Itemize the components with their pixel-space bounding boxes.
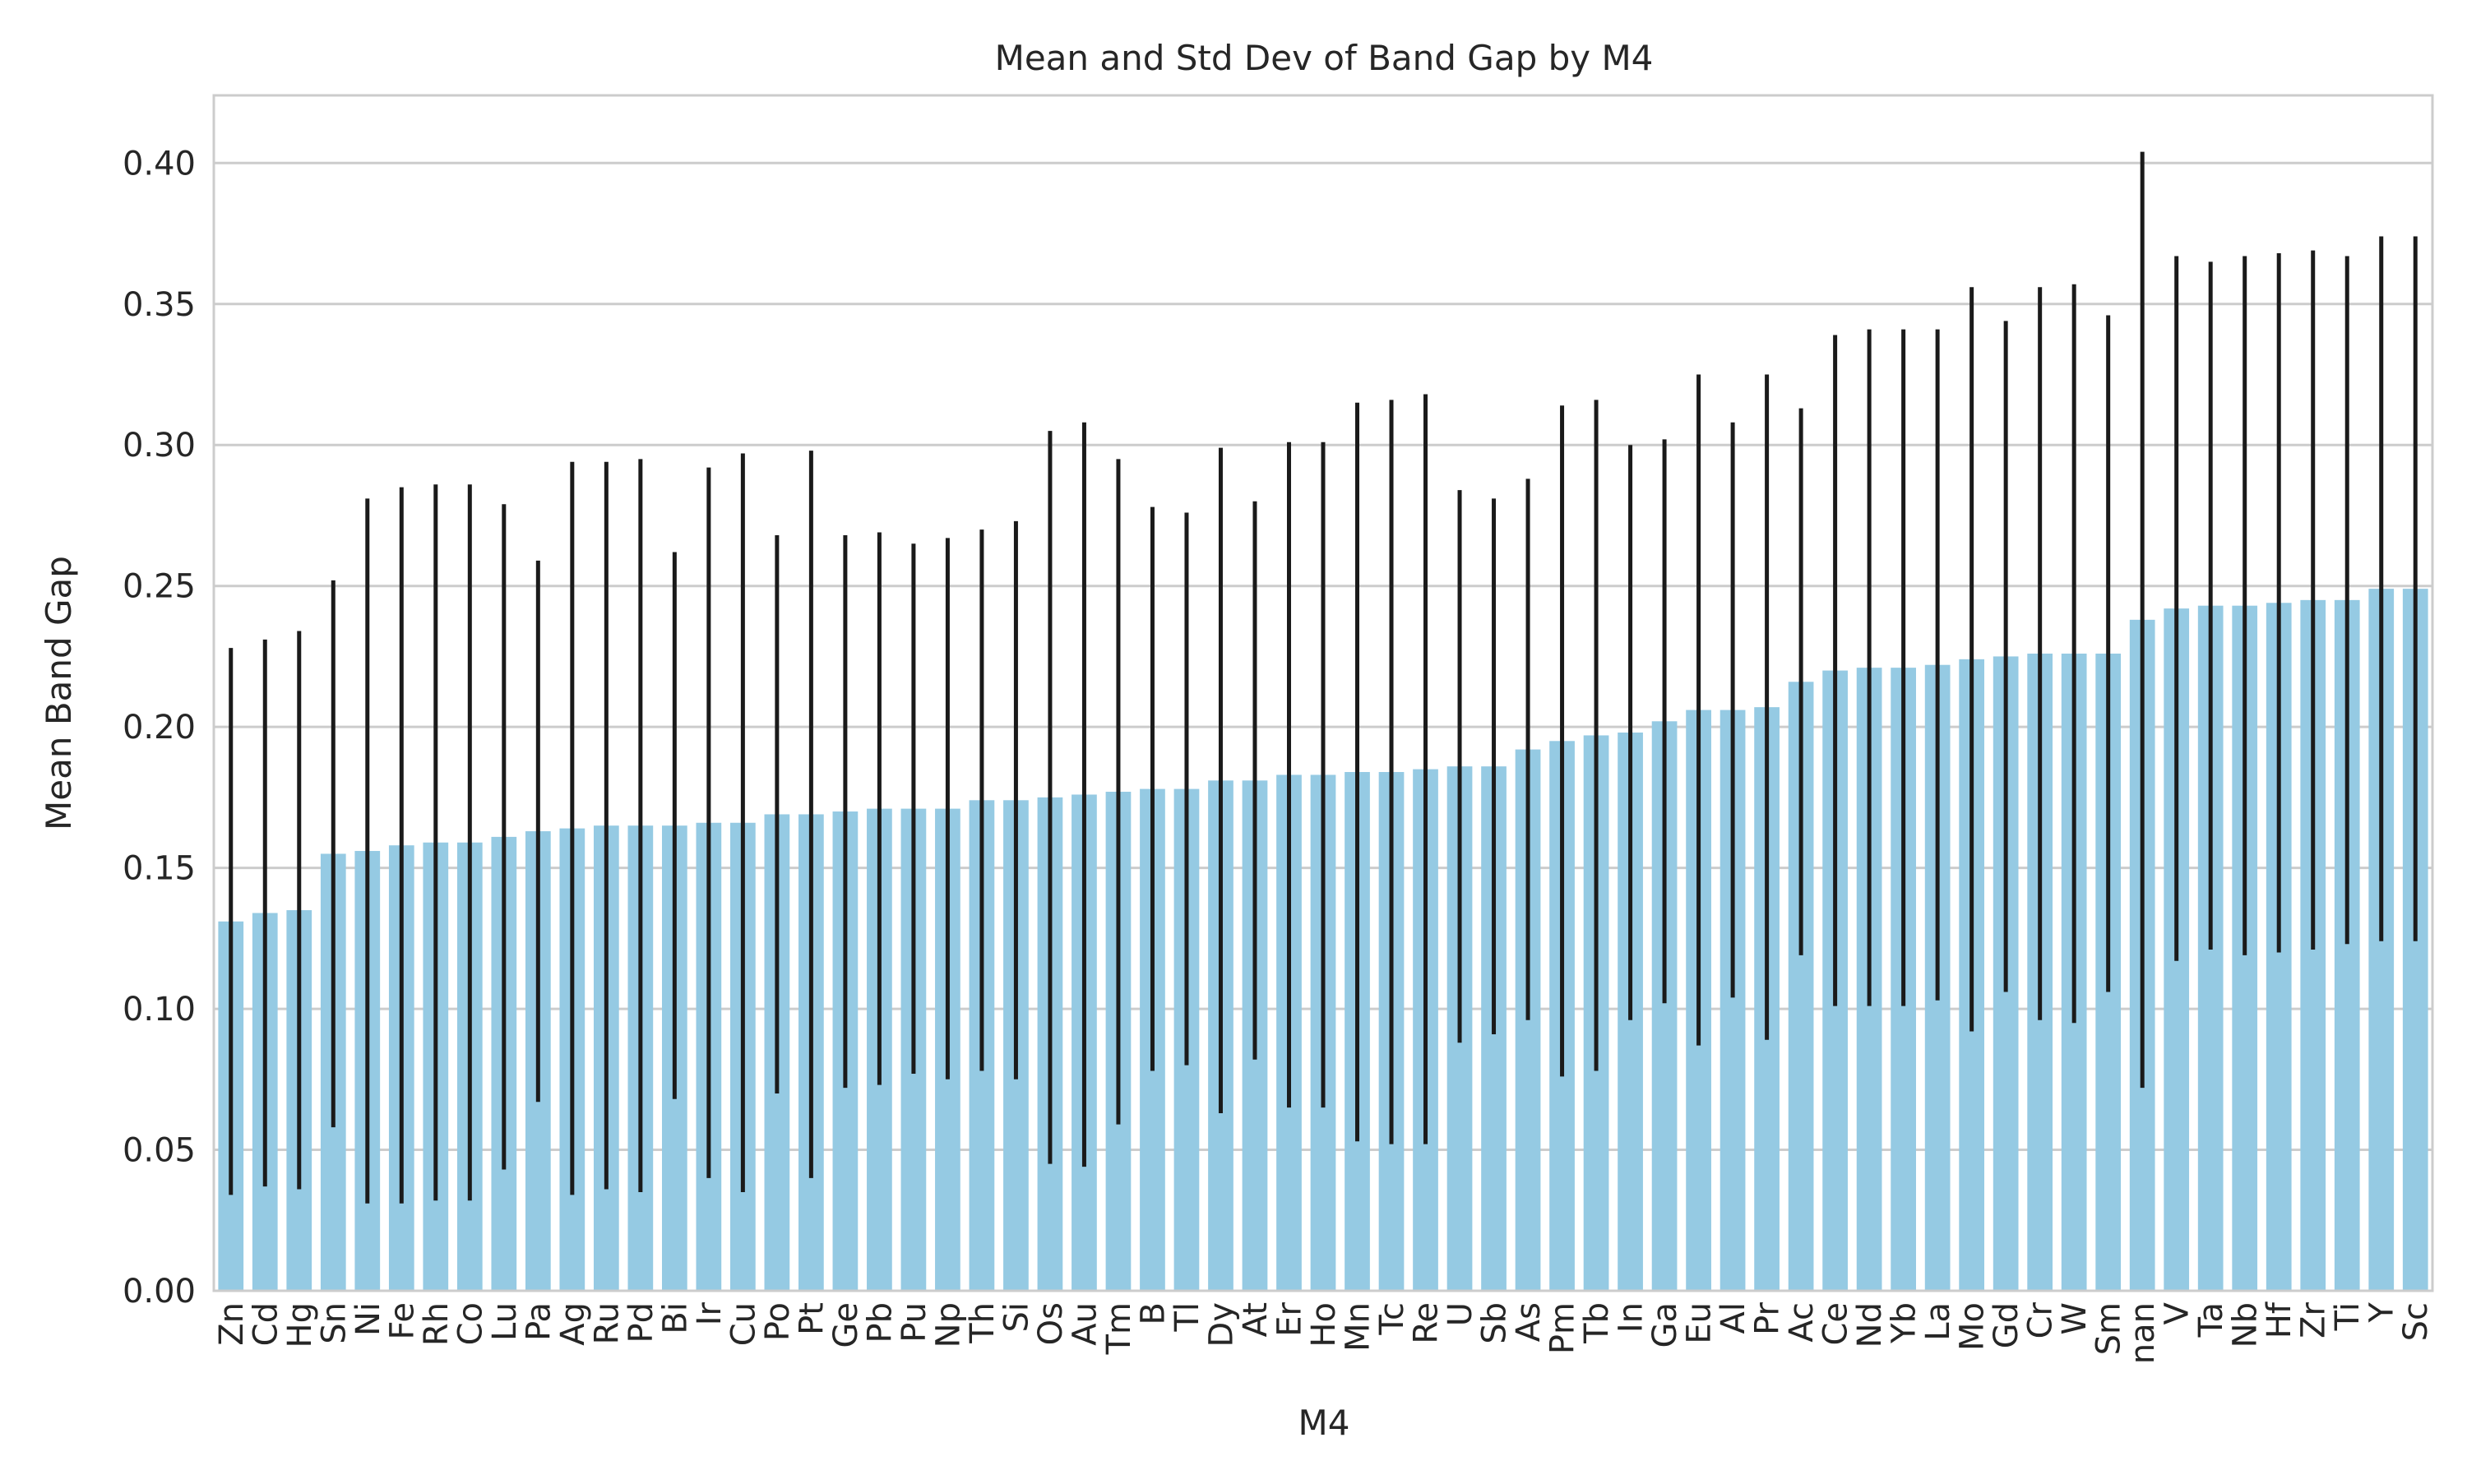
x-tick-label: Po [759,1302,797,1341]
x-tick-label: Ni [349,1302,387,1336]
x-tick-label: Al [1715,1302,1752,1334]
x-tick-label: Pd [623,1302,660,1343]
x-tick-label: Os [1032,1302,1070,1345]
x-tick-label: Cd [247,1302,285,1346]
x-tick-label: Sm [2090,1302,2128,1355]
x-tick-label: V [2159,1301,2196,1325]
x-tick-label: Pt [793,1302,831,1335]
x-tick-label: Tl [1169,1302,1206,1333]
x-tick-labels: ZnCdHgSnNiFeRhCoLuPaAgRuPdBiIrCuPoPtGePb… [213,1301,2435,1364]
x-tick-label: U [1442,1302,1479,1326]
x-tick-label: Re [1408,1302,1446,1344]
chart-title: Mean and Std Dev of Band Gap by M4 [995,38,1654,78]
x-tick-label: Ge [827,1302,865,1348]
x-tick-label: Fe [383,1302,421,1339]
x-tick-label: Hg [281,1302,319,1348]
x-tick-label: Rh [418,1302,456,1346]
x-tick-label: Ac [1783,1302,1821,1343]
x-tick-label: Ga [1646,1302,1684,1348]
error-bars [229,151,2418,1204]
y-tick-label: 0.25 [123,568,196,606]
x-tick-label: Ho [1305,1302,1343,1348]
x-tick-label: Nd [1851,1302,1889,1348]
x-tick-label: Co [451,1302,489,1345]
x-tick-label: Th [964,1302,1002,1344]
x-tick-label: Pr [1749,1301,1787,1334]
x-tick-label: Dy [1202,1302,1240,1347]
y-tick-labels: 0.00 0.05 0.10 0.15 0.20 0.25 0.30 0.35 0.40 [123,145,196,1311]
x-tick-label: Au [1066,1302,1104,1346]
x-tick-label: Pm [1544,1302,1582,1354]
y-tick-label: 0.35 [123,286,196,324]
y-tick-label: 0.05 [123,1132,196,1170]
x-tick-label: As [1510,1302,1548,1342]
x-tick-label: Hf [2261,1301,2298,1338]
y-axis-label: Mean Band Gap [39,556,79,830]
x-tick-label: Pa [520,1302,558,1341]
x-tick-label: Eu [1681,1302,1719,1344]
y-tick-label: 0.15 [123,850,196,888]
x-tick-label: Tm [1100,1302,1138,1355]
y-tick-label: 0.40 [123,145,196,183]
x-axis-label: M4 [1298,1403,1350,1443]
x-tick-label: Ta [2192,1302,2230,1338]
x-tick-label: Sn [315,1302,353,1344]
y-tick-label: 0.10 [123,991,196,1029]
x-tick-label: Sc [2397,1302,2435,1341]
x-tick-label: Cu [724,1302,762,1346]
x-tick-label: Ce [1817,1302,1855,1346]
y-tick-label: 0.20 [123,709,196,747]
x-tick-label: Y [2363,1301,2401,1323]
plot-frame [212,94,2434,1292]
x-tick-label: Cr [2022,1301,2060,1338]
x-tick-label: Ir [691,1301,729,1325]
x-tick-label: At [1237,1302,1275,1337]
x-tick-label: Sb [1476,1302,1514,1344]
x-tick-label: Mn [1340,1302,1377,1352]
x-tick-label: Lu [486,1302,524,1341]
y-tick-label: 0.30 [123,427,196,465]
x-tick-label: Ru [588,1302,626,1344]
x-tick-label: Ti [2329,1302,2367,1331]
x-tick-label: Nb [2227,1302,2265,1348]
x-tick-label: Zr [2295,1301,2333,1338]
y-tick-label: 0.00 [123,1273,196,1311]
x-tick-label: Tb [1578,1302,1616,1344]
x-tick-label: In [1613,1302,1650,1333]
x-tick-label: Gd [1988,1302,2025,1348]
x-tick-label: La [1919,1302,1957,1341]
x-tick-label: Pb [861,1302,899,1343]
x-tick-label: Ag [554,1302,592,1346]
x-tick-label: Pu [896,1302,933,1343]
x-tick-label: Er [1271,1301,1308,1336]
x-tick-label: Zn [213,1302,251,1346]
x-tick-label: B [1134,1302,1172,1325]
x-tick-label: Tc [1373,1302,1411,1336]
x-tick-label: W [2056,1302,2094,1335]
x-tick-label: Si [997,1302,1035,1333]
x-tick-label: Bi [656,1302,694,1334]
x-tick-label: Mo [1954,1302,1992,1351]
x-tick-label: Np [929,1302,967,1348]
x-tick-label: nan [2124,1302,2162,1364]
x-tick-label: Yb [1886,1302,1923,1344]
